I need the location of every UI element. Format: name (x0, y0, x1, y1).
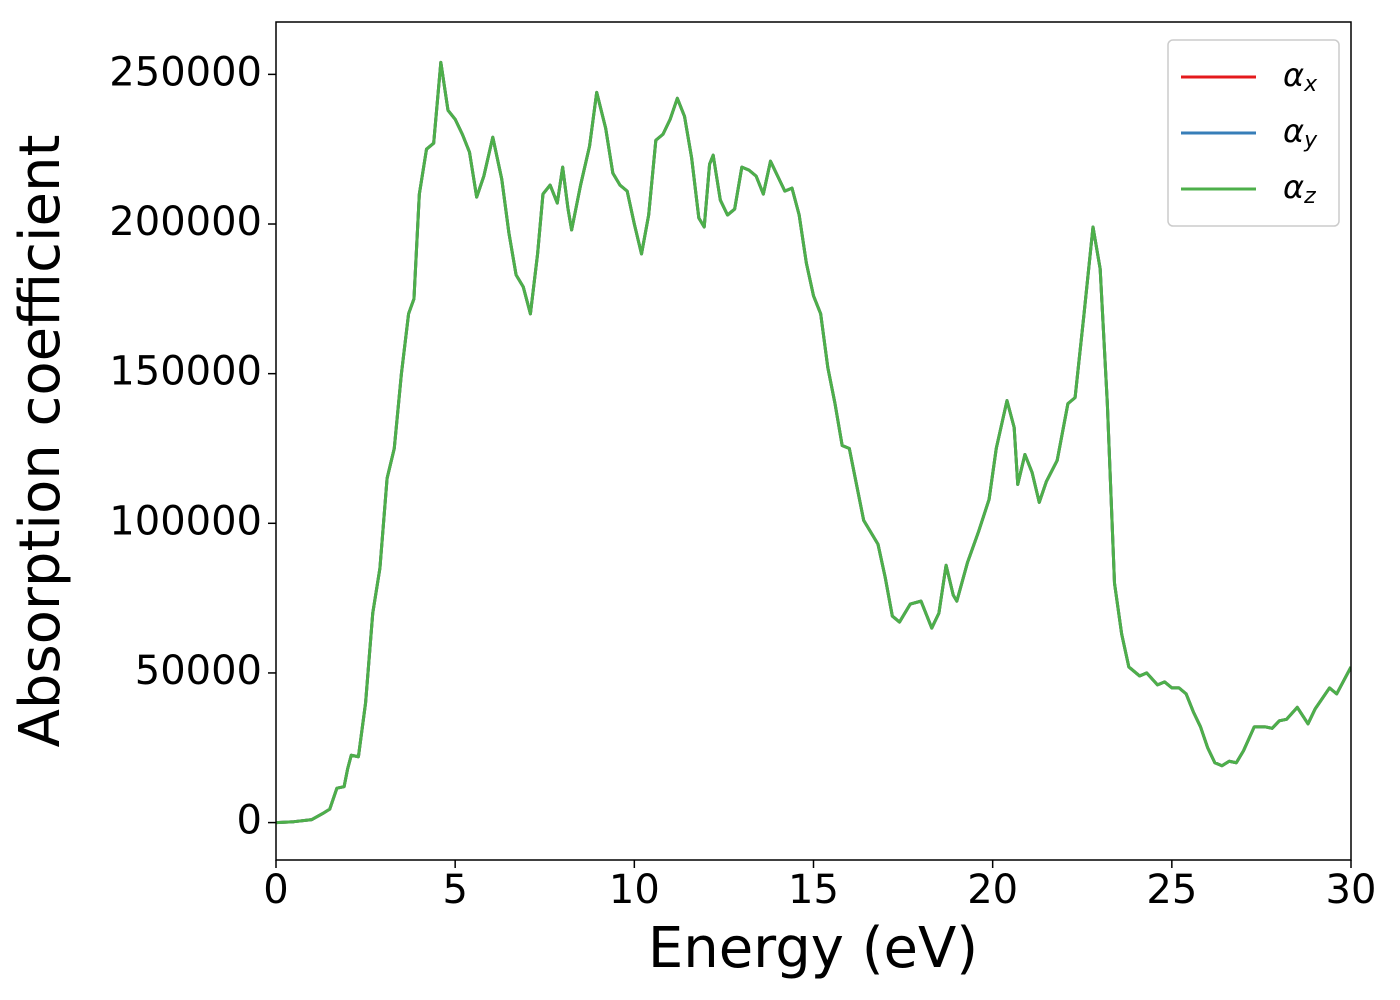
y-tick-label: 100000 (109, 498, 262, 544)
x-tick-label: 10 (609, 867, 660, 913)
y-tick-label: 50000 (135, 648, 262, 694)
legend-subscript: y (1303, 128, 1318, 153)
x-tick-label: 5 (442, 867, 467, 913)
y-axis-label: Absorption coefficient (8, 135, 73, 748)
legend-subscript: x (1303, 72, 1318, 97)
data-line (276, 60, 1351, 825)
x-tick-label: 15 (788, 867, 839, 913)
y-tick-label: 150000 (109, 349, 262, 395)
legend-subscript: z (1303, 184, 1316, 209)
x-tick-label: 25 (1146, 867, 1197, 913)
x-tick-label: 0 (263, 867, 288, 913)
y-tick-label: 0 (237, 798, 262, 844)
x-tick-label: 30 (1326, 867, 1377, 913)
x-tick-label: 20 (967, 867, 1018, 913)
y-tick-label: 200000 (109, 199, 262, 245)
x-axis-label: Energy (eV) (648, 916, 978, 981)
plot-frame (275, 21, 1352, 861)
y-tick-label: 250000 (109, 49, 262, 95)
